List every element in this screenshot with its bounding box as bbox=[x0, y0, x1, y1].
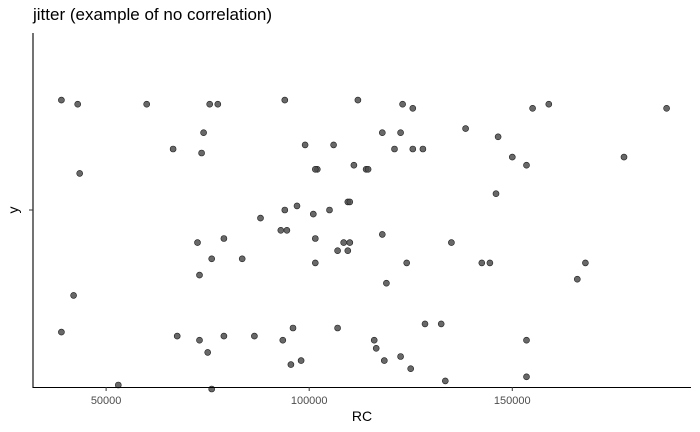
data-point-70 bbox=[220, 332, 228, 340]
data-point-84 bbox=[441, 377, 449, 385]
data-point-61 bbox=[573, 275, 581, 283]
data-point-36 bbox=[281, 206, 289, 214]
data-point-34 bbox=[257, 214, 264, 222]
data-point-7 bbox=[354, 96, 362, 104]
data-point-50 bbox=[311, 259, 319, 267]
x-axis-title: RC bbox=[352, 408, 372, 424]
data-point-4 bbox=[206, 100, 213, 108]
data-point-9 bbox=[409, 105, 417, 112]
data-point-28 bbox=[419, 145, 427, 153]
data-point-68 bbox=[204, 349, 211, 356]
y-axis-title: y bbox=[5, 207, 21, 214]
data-point-51 bbox=[334, 247, 341, 254]
data-point-66 bbox=[173, 332, 181, 340]
data-point-72 bbox=[279, 336, 287, 344]
data-point-74 bbox=[287, 361, 295, 368]
data-point-43 bbox=[492, 190, 500, 197]
data-point-32 bbox=[523, 161, 530, 169]
data-point-5 bbox=[214, 100, 222, 108]
data-point-38 bbox=[293, 202, 301, 210]
data-point-29 bbox=[462, 125, 469, 132]
data-point-85 bbox=[523, 336, 530, 344]
data-points bbox=[58, 96, 670, 393]
x-tick-label: 150000 bbox=[494, 395, 531, 407]
x-axis-ticks: 50000 100000 150000 bbox=[91, 387, 531, 407]
data-point-54 bbox=[346, 239, 354, 246]
data-point-15 bbox=[200, 129, 207, 136]
data-point-8 bbox=[399, 100, 406, 108]
data-point-53 bbox=[344, 247, 352, 254]
x-tick-label: 100000 bbox=[291, 395, 328, 407]
data-point-58 bbox=[448, 239, 455, 246]
data-point-71 bbox=[251, 332, 258, 340]
chart-title: jitter (example of no correlation) bbox=[32, 5, 272, 24]
data-point-75 bbox=[297, 357, 305, 364]
data-point-19 bbox=[311, 166, 319, 173]
data-point-80 bbox=[397, 353, 404, 360]
data-point-27 bbox=[409, 145, 417, 153]
data-point-60 bbox=[486, 259, 494, 267]
data-point-16 bbox=[198, 149, 205, 157]
data-point-3 bbox=[143, 100, 150, 108]
data-point-55 bbox=[378, 231, 386, 238]
data-point-33 bbox=[620, 153, 628, 161]
data-point-31 bbox=[508, 153, 516, 161]
data-point-79 bbox=[380, 357, 388, 364]
data-point-56 bbox=[383, 279, 390, 287]
data-point-82 bbox=[421, 320, 429, 328]
data-point-48 bbox=[238, 255, 246, 263]
data-point-17 bbox=[301, 141, 309, 149]
data-point-46 bbox=[194, 239, 201, 246]
data-point-81 bbox=[407, 365, 415, 373]
data-point-23 bbox=[364, 166, 372, 173]
data-point-25 bbox=[391, 145, 398, 153]
data-point-86 bbox=[523, 373, 530, 381]
data-point-52 bbox=[340, 239, 348, 246]
data-point-49 bbox=[311, 235, 319, 242]
data-point-59 bbox=[478, 259, 486, 267]
data-point-83 bbox=[437, 320, 445, 328]
data-point-1 bbox=[58, 96, 65, 104]
data-point-42 bbox=[346, 198, 354, 206]
data-point-47 bbox=[208, 255, 215, 263]
data-point-77 bbox=[370, 336, 378, 344]
data-point-64 bbox=[58, 328, 65, 336]
data-point-13 bbox=[76, 170, 83, 177]
data-point-62 bbox=[582, 259, 589, 267]
data-point-30 bbox=[494, 133, 502, 141]
x-tick-label: 50000 bbox=[91, 395, 122, 407]
data-point-73 bbox=[289, 324, 297, 332]
data-point-20 bbox=[330, 141, 337, 149]
data-point-24 bbox=[378, 129, 386, 136]
data-point-10 bbox=[529, 105, 536, 112]
data-point-11 bbox=[545, 100, 553, 108]
data-point-67 bbox=[196, 336, 203, 344]
data-point-12 bbox=[663, 105, 670, 112]
data-point-37 bbox=[283, 227, 291, 234]
data-point-69 bbox=[208, 385, 215, 393]
data-point-6 bbox=[281, 96, 289, 104]
data-point-14 bbox=[169, 145, 177, 153]
data-point-2 bbox=[74, 100, 81, 108]
data-point-78 bbox=[372, 344, 380, 352]
data-point-45 bbox=[196, 271, 203, 279]
data-point-21 bbox=[350, 161, 358, 169]
data-point-44 bbox=[220, 235, 228, 242]
data-point-63 bbox=[70, 292, 77, 299]
data-point-26 bbox=[397, 129, 404, 136]
data-point-76 bbox=[334, 324, 341, 332]
data-point-57 bbox=[403, 259, 411, 267]
data-point-39 bbox=[309, 210, 317, 218]
data-point-35 bbox=[277, 227, 285, 234]
data-point-40 bbox=[326, 206, 333, 214]
